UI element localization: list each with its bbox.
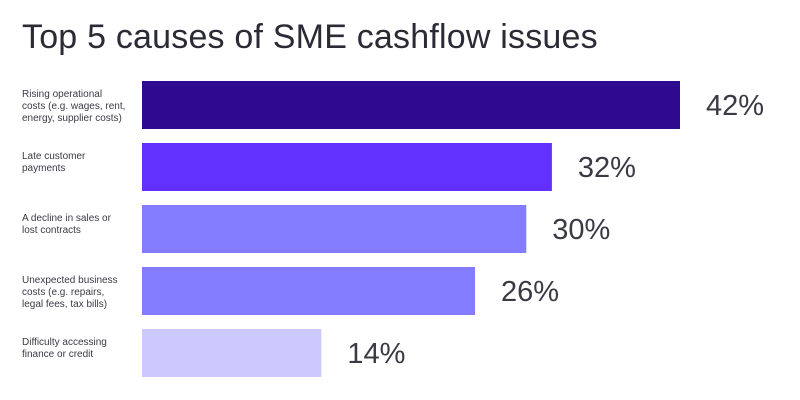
bar-1 — [142, 81, 680, 129]
bar-3 — [142, 205, 527, 253]
category-label-5: Difficulty accessing finance or credit — [22, 337, 107, 360]
value-label-2: 32% — [578, 152, 636, 184]
chart-title: Top 5 causes of SME cashflow issues — [22, 18, 598, 56]
value-label-5: 14% — [347, 338, 405, 370]
value-label-1: 42% — [706, 90, 764, 122]
bar-4 — [142, 267, 476, 315]
category-label-3: A decline in sales or lost contracts — [22, 213, 112, 236]
category-label-4: Unexpected business costs (e.g. repairs, l… — [22, 275, 118, 310]
bar-2 — [142, 143, 552, 191]
category-label-2: Late customer payments — [22, 151, 86, 174]
category-label-1: Rising operational costs (e.g. wages, ren… — [22, 89, 125, 124]
bar-5 — [142, 329, 322, 377]
value-label-3: 30% — [552, 214, 610, 246]
value-label-4: 26% — [501, 276, 559, 308]
